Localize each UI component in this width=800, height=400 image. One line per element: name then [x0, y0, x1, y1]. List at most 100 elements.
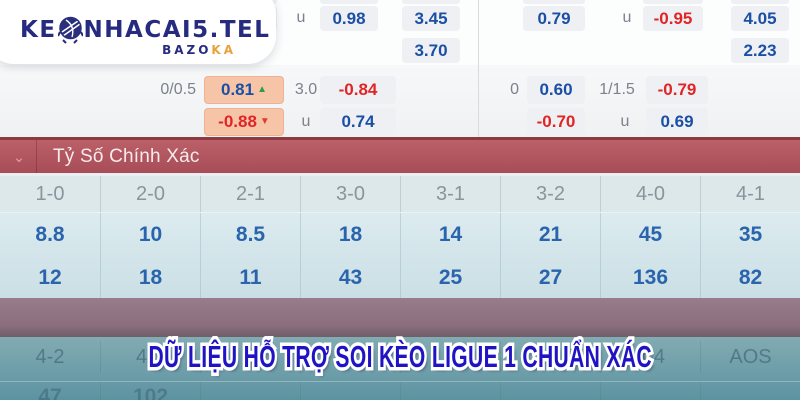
odds-value: 0.69	[660, 112, 694, 131]
score-header-cell	[200, 341, 300, 373]
score-column: 14 25	[400, 213, 500, 299]
score-header-cell: 3-0	[300, 176, 400, 212]
odds-value: -0.79	[657, 80, 697, 99]
score-column: 45 136	[600, 213, 700, 299]
score-odds-cell[interactable]: 43	[338, 265, 363, 289]
odds-value: 2.23	[743, 40, 777, 60]
odds-box-under[interactable]: -0.95	[643, 6, 703, 31]
odds-box-stub	[523, 0, 585, 4]
score-header-cell: 2-1	[200, 176, 300, 212]
odds-box-under[interactable]: 0.69	[646, 108, 708, 136]
score-odds-cell[interactable]	[500, 382, 600, 400]
handicap-label: 0	[510, 81, 519, 98]
odds-box-1x2-away[interactable]: 4.05	[731, 6, 789, 31]
score-odds-cell[interactable]: 10	[138, 222, 163, 246]
goal-line-label: 1/1.5	[599, 81, 635, 98]
score-odds-cell[interactable]: 27	[538, 265, 563, 289]
badge-post: KA	[211, 43, 236, 57]
globe-mascot-icon	[57, 16, 83, 44]
odds-box-1x2-draw[interactable]: 3.70	[402, 38, 460, 63]
under-label: u	[620, 113, 630, 130]
score-odds-rows: 8.8 12 10 18 8.5 11 18 43 14 25 21 27 45…	[0, 212, 800, 299]
overlay-band	[0, 298, 800, 337]
score-odds-cell[interactable]: 8.8	[35, 222, 65, 246]
score-odds-cell[interactable]: 12	[38, 265, 62, 289]
score-odds-cell[interactable]: 136	[632, 265, 669, 289]
odds-value: 0.74	[341, 112, 375, 131]
score-header-cell: 2-0	[100, 176, 200, 212]
score-header-row-faded: 4-2 4-3 4-4 AOS	[0, 341, 800, 373]
correct-score-section-bar: ⌄ Tỷ Số Chính Xác	[0, 140, 800, 173]
score-header-row: 1-0 2-0 2-1 3-0 3-1 3-2 4-0 4-1	[0, 176, 800, 212]
score-odds-cell[interactable]: 25	[438, 265, 463, 289]
score-header-cell: 1-0	[35, 182, 65, 205]
under-label: u	[301, 113, 311, 130]
score-odds-cell[interactable]	[600, 382, 700, 400]
overlay-teal-section: 4-2 4-3 4-4 AOS 47 102	[0, 337, 800, 400]
score-odds-row-faded: 47 102	[0, 382, 800, 400]
score-odds-cell[interactable]: 102	[100, 382, 200, 400]
score-odds-cell[interactable]	[700, 382, 800, 400]
section-title: Tỷ Số Chính Xác	[53, 145, 200, 167]
odds-box-1x2[interactable]: 2.23	[731, 38, 789, 63]
score-odds-cell[interactable]	[300, 382, 400, 400]
odds-box-away[interactable]: -0.70	[527, 108, 585, 136]
odds-box-1x2-home[interactable]: 3.45	[402, 6, 460, 31]
odds-value: -0.88	[218, 112, 257, 131]
score-odds-cell[interactable]: 45	[638, 222, 663, 246]
up-arrow-icon: ▲	[257, 84, 267, 95]
bar-divider	[36, 140, 37, 173]
score-odds-cell[interactable]: 47	[38, 385, 62, 400]
odds-box-highlighted[interactable]: -0.88 ▼	[204, 108, 284, 136]
odds-value: 3.45	[414, 8, 448, 28]
down-arrow-icon: ▼	[259, 116, 270, 127]
brand-text: KE NHACAI5.TEL	[20, 16, 270, 44]
score-odds-cell[interactable]	[200, 382, 300, 400]
section-divider-line	[0, 137, 800, 140]
odds-value: 0.81	[221, 80, 255, 99]
score-column: 21 27	[500, 213, 600, 299]
score-odds-cell[interactable]: 8.5	[235, 222, 266, 246]
score-odds-cell[interactable]: 11	[239, 265, 262, 289]
odds-box-under[interactable]: 0.98	[320, 6, 378, 31]
score-header-cell: AOS	[700, 341, 800, 373]
odds-box-over[interactable]: 0.79	[523, 6, 585, 31]
score-header-cell: 4-1	[700, 176, 800, 212]
panel-divider	[478, 0, 479, 137]
odds-box-over[interactable]: -0.79	[646, 76, 708, 104]
score-column: 8.8 12	[0, 213, 100, 299]
badge-pre: BAZO	[162, 43, 212, 57]
odds-box-stub	[320, 0, 378, 4]
faint-row-line	[0, 381, 800, 382]
odds-box-home[interactable]: 0.60	[527, 76, 585, 104]
odds-value: 0.79	[537, 8, 571, 28]
score-odds-cell[interactable]: 18	[138, 265, 163, 289]
chevron-down-icon[interactable]: ⌄	[12, 148, 26, 166]
score-odds-cell[interactable]: 35	[738, 222, 763, 246]
odds-value: -0.70	[536, 112, 576, 131]
score-odds-cell[interactable]: 82	[738, 265, 763, 289]
under-label: u	[296, 9, 306, 26]
score-odds-cell[interactable]	[400, 382, 500, 400]
odds-box-under[interactable]: 0.74	[320, 108, 396, 136]
score-column: 8.5 11	[200, 213, 300, 299]
brand-post: NHACAI5.TEL	[83, 17, 271, 43]
odds-box-over[interactable]: -0.84	[320, 76, 396, 104]
score-odds-cell[interactable]: 18	[338, 222, 363, 246]
handicap-label: 0/0.5	[160, 81, 196, 98]
odds-value: -0.84	[338, 80, 378, 99]
score-column: 18 43	[300, 213, 400, 299]
logo-card[interactable]: KE NHACAI5.TEL BAZOKA	[0, 0, 276, 64]
odds-value: -0.95	[653, 8, 693, 28]
score-header-cell: 4-0	[600, 176, 700, 212]
score-column: 10 18	[100, 213, 200, 299]
odds-value: 0.60	[539, 80, 573, 99]
score-odds-cell[interactable]: 14	[438, 222, 463, 246]
odds-value: 4.05	[743, 8, 777, 28]
odds-box-stub	[643, 0, 703, 4]
score-header-cell	[500, 341, 600, 373]
score-odds-cell[interactable]: 21	[538, 222, 563, 246]
odds-box-stub	[731, 0, 789, 4]
odds-box-highlighted[interactable]: 0.81 ▲	[204, 76, 284, 104]
